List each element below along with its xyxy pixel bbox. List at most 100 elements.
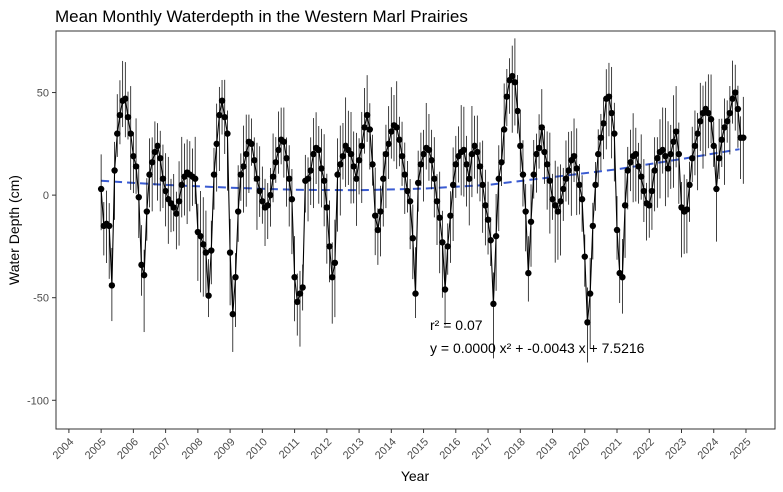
data-point xyxy=(613,226,621,234)
data-point xyxy=(105,222,113,230)
data-point xyxy=(522,208,529,215)
data-point xyxy=(116,111,124,119)
data-point xyxy=(366,126,374,133)
x-tick-label: 2023 xyxy=(663,436,689,462)
x-tick-label: 2013 xyxy=(341,436,367,462)
data-point xyxy=(723,118,731,125)
x-tick-label: 2006 xyxy=(115,436,141,462)
data-point xyxy=(562,175,570,182)
data-point xyxy=(412,290,419,297)
data-point xyxy=(334,171,341,178)
data-point xyxy=(173,210,180,217)
x-tick-label: 2014 xyxy=(373,436,399,462)
data-point xyxy=(347,150,355,158)
data-point xyxy=(597,134,605,141)
data-point xyxy=(503,93,511,100)
data-point xyxy=(331,259,339,267)
data-point xyxy=(436,214,443,221)
data-point xyxy=(130,152,137,160)
data-point xyxy=(670,138,677,145)
data-point xyxy=(224,130,231,137)
data-point xyxy=(143,208,151,215)
data-point xyxy=(705,109,712,117)
data-point xyxy=(151,148,159,156)
data-point xyxy=(291,273,298,281)
data-point xyxy=(251,157,258,164)
x-tick-label: 2004 xyxy=(51,436,77,462)
data-point xyxy=(307,167,314,174)
data-point xyxy=(275,146,282,154)
data-point-layer xyxy=(97,72,747,326)
data-point xyxy=(146,171,153,178)
data-point xyxy=(417,161,425,168)
panel-border xyxy=(55,30,776,430)
data-point xyxy=(664,165,672,172)
data-point xyxy=(240,163,247,170)
data-point xyxy=(382,150,390,158)
data-point xyxy=(329,273,336,281)
data-point xyxy=(565,167,572,174)
data-point xyxy=(600,120,607,127)
data-point xyxy=(710,142,717,150)
data-point xyxy=(226,249,234,256)
data-point xyxy=(355,157,363,164)
data-point xyxy=(740,134,747,141)
x-axis: 2004 2005 2006 2007 2008 2009 2010 2011 2012 2013… xyxy=(51,429,754,462)
data-point xyxy=(267,191,274,199)
data-point xyxy=(560,185,567,193)
data-point xyxy=(409,235,417,242)
data-point xyxy=(202,249,210,256)
x-tick-label: 2017 xyxy=(470,436,496,462)
data-point xyxy=(114,130,121,137)
x-tick-label: 2011 xyxy=(277,436,302,461)
data-point xyxy=(374,226,382,234)
data-point xyxy=(713,185,720,193)
data-point xyxy=(517,142,524,150)
data-point xyxy=(621,202,629,209)
data-point xyxy=(138,261,145,269)
x-tick-label: 2020 xyxy=(567,436,593,462)
data-point xyxy=(476,163,484,170)
data-point xyxy=(511,79,519,86)
data-point xyxy=(205,292,212,299)
data-point xyxy=(127,130,134,137)
data-point xyxy=(253,175,261,182)
y-axis: -100 -50 0 50 xyxy=(27,88,56,407)
data-point xyxy=(514,107,521,115)
data-point xyxy=(248,140,255,148)
data-point xyxy=(124,113,132,121)
data-point xyxy=(157,154,164,162)
data-point xyxy=(471,142,478,150)
data-point xyxy=(570,152,578,160)
data-point xyxy=(218,97,226,104)
data-point xyxy=(715,154,723,162)
data-point xyxy=(363,111,371,119)
x-tick-label: 2010 xyxy=(244,436,270,462)
data-point xyxy=(605,93,613,100)
data-point xyxy=(269,173,277,180)
data-point xyxy=(296,290,304,297)
data-point xyxy=(707,116,715,123)
data-point xyxy=(541,148,548,156)
data-point xyxy=(721,124,728,131)
data-point xyxy=(111,167,118,174)
data-point xyxy=(554,208,562,215)
data-point xyxy=(557,198,564,205)
data-point xyxy=(140,271,148,279)
data-point xyxy=(651,167,658,174)
data-point xyxy=(369,161,376,168)
data-point xyxy=(398,152,406,160)
data-point xyxy=(659,146,666,154)
data-point xyxy=(581,253,588,260)
data-point xyxy=(608,109,615,117)
data-point xyxy=(500,126,508,133)
data-point xyxy=(732,89,739,96)
data-point xyxy=(162,187,169,195)
data-point xyxy=(576,181,583,189)
data-point xyxy=(595,150,602,158)
annotation-equation: y = 0.0000 x² + -0.0043 x + 7.5216 xyxy=(430,340,645,356)
data-point xyxy=(573,165,580,172)
data-point xyxy=(482,202,489,209)
x-tick-label: 2009 xyxy=(212,436,238,462)
data-point xyxy=(371,212,379,219)
